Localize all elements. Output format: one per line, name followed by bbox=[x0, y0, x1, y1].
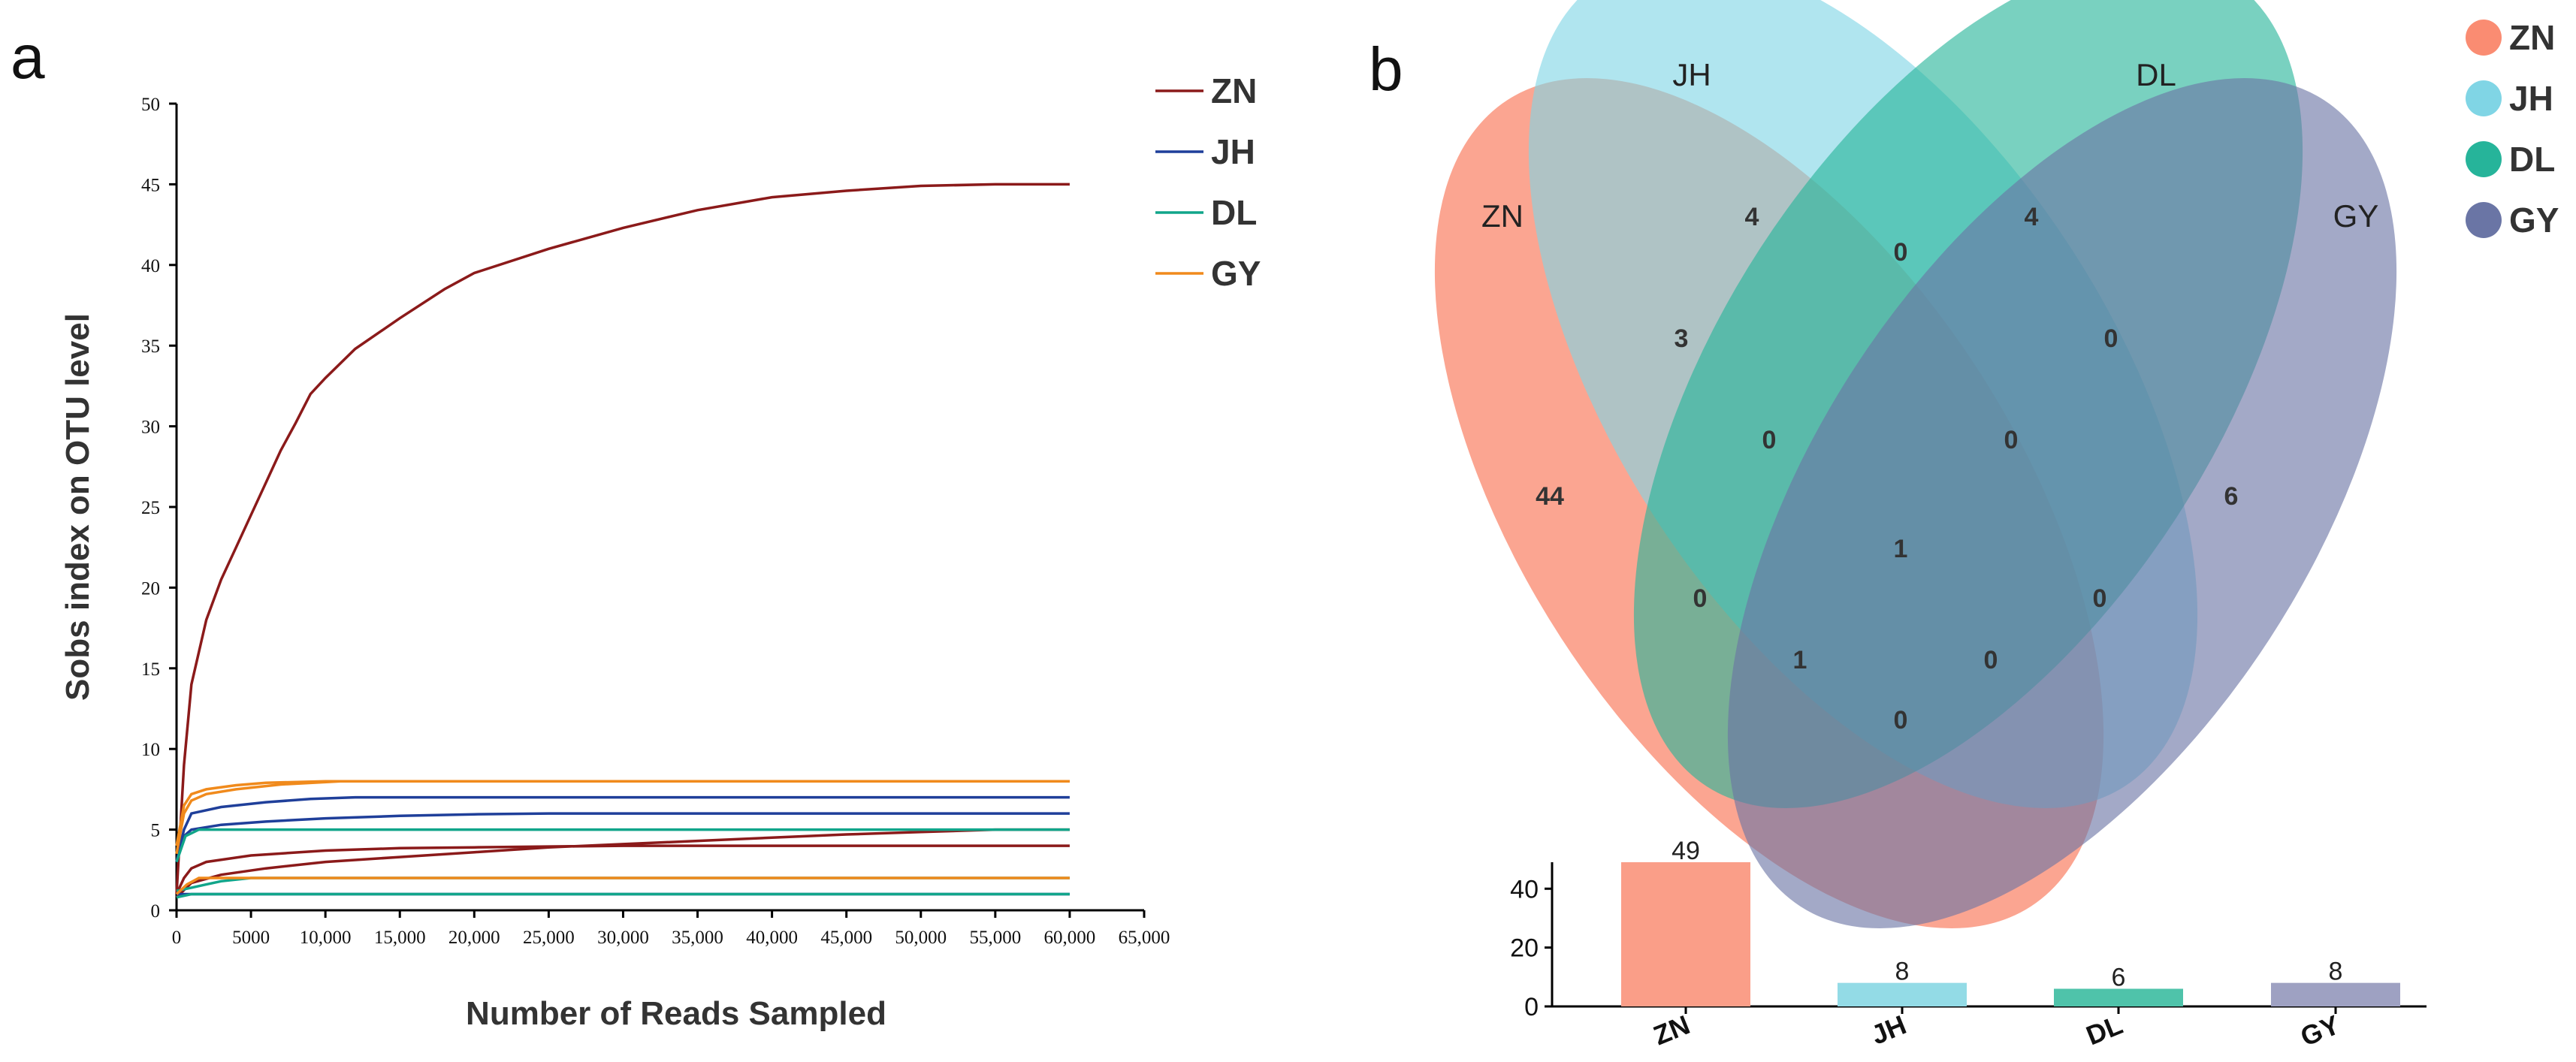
curve-dl-6 bbox=[175, 828, 1070, 863]
x-tick-label: 35,000 bbox=[672, 928, 723, 948]
panel-b: b JH DL ZN GY 44 4 4 6 3 0 0 0 0 0 0 0 1… bbox=[1369, 0, 2559, 1052]
bar-y-tick-label: 0 bbox=[1524, 993, 1539, 1021]
x-tick-label: 30,000 bbox=[597, 928, 649, 948]
region-zn-jh-dl: 0 bbox=[1762, 426, 1777, 454]
venn-legend: ZN JH DL GY bbox=[2466, 18, 2559, 240]
x-tick-label: 55,000 bbox=[969, 928, 1021, 948]
region-dl-gy: 0 bbox=[2104, 324, 2118, 353]
region-zn-gy: 0 bbox=[1894, 706, 1908, 735]
rarefaction-series bbox=[175, 183, 1070, 899]
region-gy-only: 6 bbox=[2224, 482, 2239, 511]
venn-ellipses bbox=[1434, 0, 2397, 929]
x-tick-label: 40,000 bbox=[746, 928, 798, 948]
bar-dl bbox=[2054, 988, 2183, 1006]
region-jh-only: 4 bbox=[1745, 203, 1759, 231]
y-tick-label: 5 bbox=[151, 821, 161, 841]
region-jh-gy: 0 bbox=[2093, 584, 2107, 613]
bar-category-jh: JH bbox=[1867, 1009, 1910, 1050]
bar-jh bbox=[1838, 982, 1967, 1006]
y-tick-label: 25 bbox=[141, 498, 160, 518]
y-tick-label: 0 bbox=[151, 901, 161, 922]
legend-swatch-jh bbox=[2466, 80, 2502, 116]
region-all-four: 1 bbox=[1894, 535, 1908, 563]
bar-zn bbox=[1621, 862, 1750, 1006]
legend-swatch-dl bbox=[2466, 141, 2502, 177]
y-tick-label: 45 bbox=[141, 175, 160, 195]
x-tick-label: 0 bbox=[172, 928, 182, 948]
curve-jh-4 bbox=[175, 812, 1070, 863]
legend-label-dl: DL bbox=[2509, 140, 2555, 179]
bar-value-gy: 8 bbox=[2329, 958, 2343, 986]
legend-label-zn: ZN bbox=[1211, 71, 1257, 110]
legend-label-zn: ZN bbox=[2509, 18, 2555, 57]
y-tick-label: 15 bbox=[141, 659, 160, 680]
venn-label-dl: DL bbox=[2136, 57, 2176, 92]
curve-gy-11 bbox=[175, 876, 1070, 895]
x-tick-label: 65,000 bbox=[1119, 928, 1170, 948]
x-tick-label: 20,000 bbox=[448, 928, 500, 948]
region-zn-jh-gy: 0 bbox=[1984, 646, 1998, 674]
x-tick-label: 15,000 bbox=[374, 928, 426, 948]
legend-label-jh: JH bbox=[1211, 132, 1255, 171]
legend-label-dl: DL bbox=[1211, 193, 1257, 232]
curve-jh-3 bbox=[175, 795, 1070, 862]
y-tick-label: 30 bbox=[141, 418, 160, 438]
bar-category-gy: GY bbox=[2296, 1009, 2344, 1051]
bar-value-jh: 8 bbox=[1895, 958, 1910, 986]
x-tick-label: 50,000 bbox=[895, 928, 947, 948]
bar-value-dl: 6 bbox=[2112, 963, 2126, 991]
x-tick-label: 45,000 bbox=[820, 928, 872, 948]
legend-swatch-gy bbox=[2466, 202, 2502, 238]
panel-b-letter: b bbox=[1369, 35, 1403, 104]
region-dl-only: 4 bbox=[2025, 203, 2039, 231]
y-tick-label: 35 bbox=[141, 336, 160, 357]
legend-label-gy: GY bbox=[1211, 254, 1261, 293]
venn-label-zn: ZN bbox=[1481, 198, 1524, 234]
region-zn-jh: 3 bbox=[1675, 324, 1689, 353]
panel-a: a 0 5 10 15 20 25 30 35 40 45 50 0 5000 10,000 15,000… bbox=[11, 23, 1261, 1032]
region-zn-only: 44 bbox=[1536, 482, 1564, 511]
y-axis-title: Sobs index on OTU level bbox=[59, 313, 96, 701]
venn-region-counts: 44 4 4 6 3 0 0 0 0 0 0 0 1 0 1 bbox=[1536, 203, 2238, 735]
x-tick-label: 5000 bbox=[232, 928, 270, 948]
y-tick-labels: 0 5 10 15 20 25 30 35 40 45 50 bbox=[141, 95, 177, 922]
y-tick-label: 10 bbox=[141, 740, 160, 760]
rarefaction-axes bbox=[175, 104, 1144, 912]
x-tick-label: 10,000 bbox=[300, 928, 352, 948]
bar-y-tick-label: 20 bbox=[1510, 934, 1539, 963]
legend-swatch-zn bbox=[2466, 20, 2502, 56]
curve-zn-0 bbox=[175, 183, 1070, 895]
region-jh-dl-gy: 0 bbox=[2004, 426, 2019, 454]
curve-gy-10 bbox=[175, 780, 1070, 855]
curve-zn-2 bbox=[175, 828, 1070, 899]
bar-y-tick-label: 40 bbox=[1510, 875, 1539, 904]
curve-dl-8 bbox=[176, 892, 1070, 899]
bar-gy bbox=[2271, 982, 2400, 1006]
bar-category-zn: ZN bbox=[1649, 1009, 1694, 1051]
x-tick-labels: 0 5000 10,000 15,000 20,000 25,000 30,000 35,00… bbox=[172, 910, 1170, 948]
panel-a-letter: a bbox=[11, 23, 45, 92]
curve-dl-7 bbox=[176, 876, 1070, 892]
region-zn-dl-gy: 1 bbox=[1793, 646, 1807, 674]
y-tick-label: 40 bbox=[141, 256, 160, 276]
venn-label-jh: JH bbox=[1672, 57, 1711, 92]
venn-label-gy: GY bbox=[2333, 198, 2379, 234]
bar-category-dl: DL bbox=[2082, 1009, 2127, 1051]
region-zn-dl: 0 bbox=[1693, 584, 1708, 613]
x-tick-label: 60,000 bbox=[1044, 928, 1096, 948]
y-tick-label: 20 bbox=[141, 578, 160, 599]
y-tick-label: 50 bbox=[141, 95, 160, 115]
legend-label-jh: JH bbox=[2509, 79, 2553, 118]
venn-ellipse-gy bbox=[1727, 77, 2397, 929]
legend-label-gy: GY bbox=[2509, 201, 2559, 240]
x-tick-label: 25,000 bbox=[523, 928, 575, 948]
region-jh-dl: 0 bbox=[1894, 238, 1908, 267]
x-axis-title: Number of Reads Sampled bbox=[466, 995, 886, 1032]
rarefaction-legend: ZN JH DL GY bbox=[1155, 71, 1261, 293]
bar-value-zn: 49 bbox=[1672, 837, 1700, 865]
curve-zn-1 bbox=[175, 844, 1070, 895]
